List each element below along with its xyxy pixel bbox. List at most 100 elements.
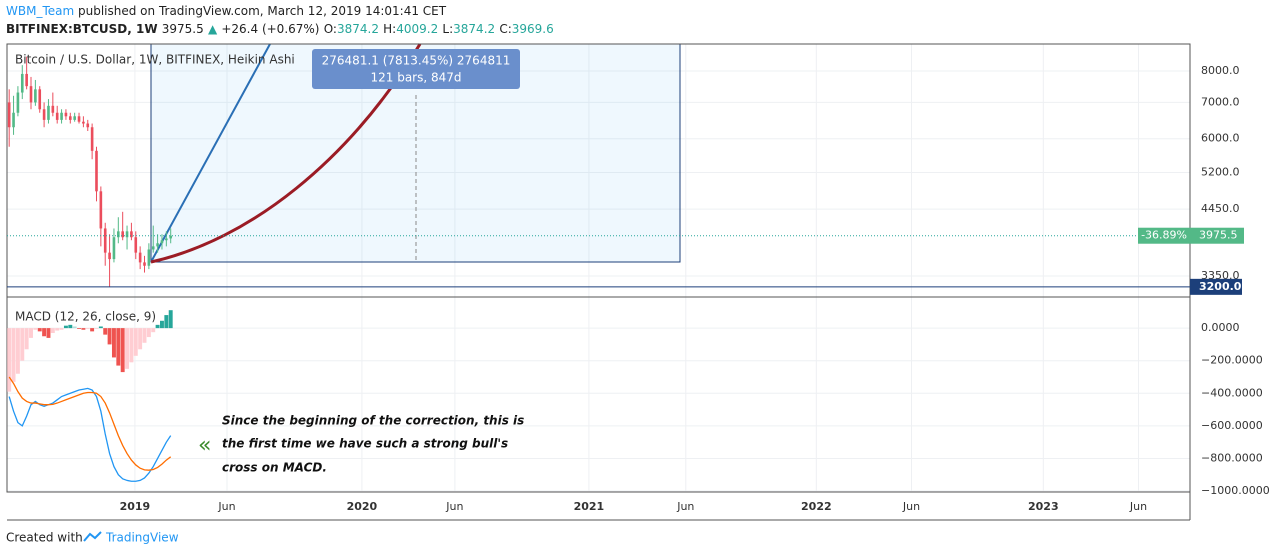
histogram-bar bbox=[98, 326, 103, 329]
candle-body bbox=[12, 112, 15, 128]
y-tick-label: 8000.0 bbox=[1201, 64, 1240, 77]
histogram-bar bbox=[151, 328, 156, 333]
symbol: BITFINEX:BTCUSD, 1W bbox=[6, 22, 158, 36]
histogram-bar bbox=[94, 328, 99, 329]
y-tick-label: −200.0000 bbox=[1201, 354, 1263, 367]
histogram-bar bbox=[111, 328, 116, 358]
candle-body bbox=[103, 228, 107, 253]
y-tick-label: −800.0000 bbox=[1201, 451, 1263, 464]
y-tick-label: 4450.0 bbox=[1201, 202, 1240, 215]
candle-body bbox=[160, 240, 164, 244]
candle-body bbox=[121, 231, 124, 238]
price-label: 3975.5 bbox=[1199, 229, 1238, 242]
annotation: Since the beginning of the correction, t… bbox=[222, 414, 524, 428]
histogram-bar bbox=[59, 328, 64, 330]
y-tick-label: 0.0000 bbox=[1201, 321, 1240, 334]
y-tick-label: 5200.0 bbox=[1201, 165, 1240, 178]
candle-body bbox=[130, 231, 133, 238]
x-tick-label: 2019 bbox=[120, 500, 151, 513]
histogram-bar bbox=[72, 326, 77, 329]
candle-body bbox=[47, 105, 50, 120]
candle-body bbox=[25, 73, 28, 87]
histogram-bar bbox=[85, 328, 90, 329]
histogram-bar bbox=[7, 328, 12, 392]
histogram-bar bbox=[24, 328, 29, 350]
candle-body bbox=[82, 121, 85, 124]
histogram-bar bbox=[90, 328, 95, 332]
candle-body bbox=[73, 116, 76, 120]
x-tick-label: Jun bbox=[676, 500, 694, 513]
x-tick-label: Jun bbox=[902, 500, 920, 513]
footer-brand[interactable]: TradingView bbox=[105, 531, 179, 545]
x-tick-label: 2020 bbox=[347, 500, 378, 513]
x-tick-label: 2023 bbox=[1028, 500, 1059, 513]
x-tick-label: 2022 bbox=[801, 500, 832, 513]
histogram-bar bbox=[107, 328, 112, 345]
histogram-bar bbox=[125, 328, 130, 369]
c-label: C: bbox=[499, 22, 512, 36]
annotation: cross on MACD. bbox=[222, 461, 327, 475]
candle-body bbox=[16, 92, 20, 113]
author[interactable]: WBM_Team bbox=[6, 4, 75, 18]
candle-body bbox=[64, 112, 68, 117]
measure-label: 276481.1 (7813.45%) 2764811 bbox=[322, 54, 511, 68]
y-tick-label: −1000.0000 bbox=[1201, 484, 1270, 497]
header-line: WBM_Team published on TradingView.com, M… bbox=[6, 4, 446, 18]
candle-body bbox=[77, 116, 81, 122]
c-value: 3969.6 bbox=[511, 22, 554, 36]
x-tick-label: 2021 bbox=[574, 500, 605, 513]
price-tag bbox=[1138, 227, 1244, 244]
histogram-bar bbox=[55, 328, 60, 331]
histogram-bar bbox=[68, 324, 73, 329]
symbol-line: BITFINEX:BTCUSD, 1W 3975.5 ▲ +26.4 (+0.6… bbox=[6, 22, 554, 36]
chevron: « bbox=[198, 433, 211, 458]
histogram-bar bbox=[120, 328, 125, 373]
histogram-bar bbox=[155, 324, 160, 329]
o-value: 3874.2 bbox=[336, 22, 379, 36]
candle-body bbox=[156, 243, 159, 247]
candle-body bbox=[169, 235, 173, 239]
histogram-bar bbox=[138, 328, 143, 350]
candle-body bbox=[112, 237, 116, 260]
candle-body bbox=[99, 191, 103, 229]
y-tick-label: 3350.0 bbox=[1201, 269, 1240, 282]
histogram-bar bbox=[142, 328, 147, 343]
macd-line bbox=[8, 387, 172, 482]
measure-label: 121 bars, 847d bbox=[370, 71, 461, 85]
candle-body bbox=[95, 150, 98, 192]
candle-body bbox=[108, 252, 111, 260]
histogram-bar bbox=[103, 328, 108, 335]
histogram-bar bbox=[50, 328, 55, 334]
histogram-bar bbox=[15, 328, 20, 374]
hline-tag bbox=[1190, 278, 1242, 295]
published: published on TradingView.com, March 12, … bbox=[78, 4, 447, 18]
footer: Created with bbox=[6, 531, 83, 545]
candle-body bbox=[29, 86, 33, 103]
candle-body bbox=[20, 73, 24, 93]
candle-body bbox=[125, 231, 129, 238]
arrow: ▲ bbox=[207, 22, 218, 36]
x-tick-label: Jun bbox=[1129, 500, 1147, 513]
histogram-bar bbox=[11, 328, 16, 382]
last-price: 3975.5 bbox=[161, 22, 204, 36]
candle-body bbox=[151, 246, 155, 250]
candle-body bbox=[117, 231, 120, 238]
histogram-bar bbox=[20, 328, 25, 361]
histogram-bar bbox=[164, 315, 169, 329]
candle-body bbox=[143, 262, 146, 266]
pane-title: MACD (12, 26, close, 9) bbox=[15, 310, 156, 324]
candle-body bbox=[7, 102, 11, 128]
histogram-bar bbox=[146, 328, 151, 338]
histogram-bar bbox=[29, 328, 33, 338]
candle-body bbox=[86, 123, 90, 128]
x-tick-label: Jun bbox=[445, 500, 463, 513]
candle-body bbox=[38, 89, 42, 110]
histogram-bar bbox=[116, 328, 121, 366]
h-value: 4009.2 bbox=[396, 22, 439, 36]
histogram-bar bbox=[129, 328, 134, 363]
change-label: -36.89% bbox=[1141, 229, 1187, 242]
pane-title: Bitcoin / U.S. Dollar, 1W, BITFINEX, Hei… bbox=[15, 53, 295, 67]
h-label: H: bbox=[383, 22, 397, 36]
histogram-bar bbox=[77, 328, 81, 329]
